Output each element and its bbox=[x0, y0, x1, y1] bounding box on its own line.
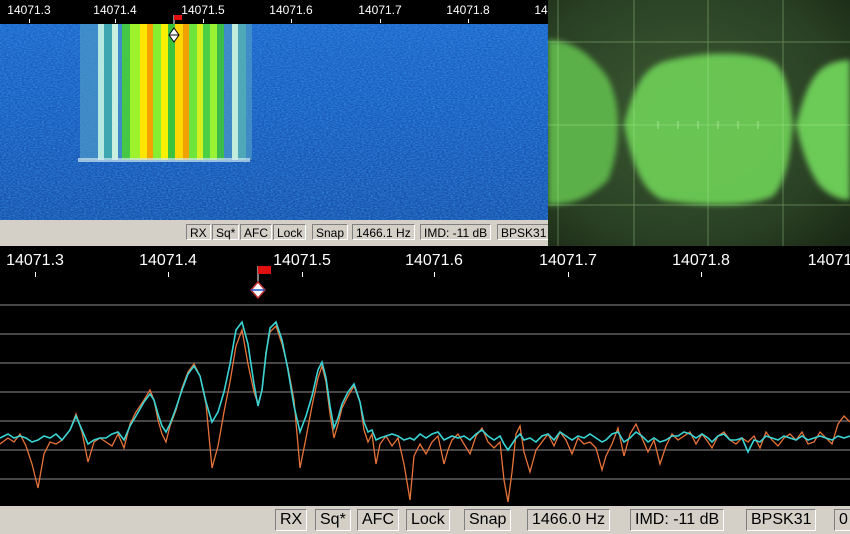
waterfall-ruler-label: 14071.3 bbox=[7, 3, 51, 17]
spectrum-ruler-label: 14071.4 bbox=[139, 252, 197, 269]
overflow-indicator: 0 bbox=[834, 509, 850, 531]
lock-button[interactable]: Lock bbox=[406, 509, 450, 531]
spectrum-marker[interactable] bbox=[0, 246, 850, 304]
imd-readout: IMD: -11 dB bbox=[420, 224, 492, 240]
orange-spectrum-trace bbox=[0, 324, 850, 503]
waterfall-ruler-label: 14 bbox=[534, 3, 548, 17]
spectrum-ruler-label: 14071.7 bbox=[539, 252, 597, 269]
scope-graticule bbox=[548, 0, 850, 246]
diamond-cursor-icon bbox=[250, 280, 266, 300]
spectrum-ruler-label: 14071.6 bbox=[405, 252, 463, 269]
waterfall-display[interactable] bbox=[0, 24, 548, 220]
waterfall-ruler-label: 14071.4 bbox=[93, 3, 137, 17]
ruler-tick bbox=[468, 19, 469, 23]
ruler-tick bbox=[115, 19, 116, 23]
ruler-tick bbox=[434, 272, 435, 277]
ruler-tick bbox=[568, 272, 569, 277]
frequency-readout: 1466.0 Hz bbox=[527, 509, 610, 531]
squelch-button[interactable]: Sq* bbox=[212, 224, 240, 240]
waterfall-ruler-label: 14071.5 bbox=[181, 3, 225, 17]
waterfall-pane: 14071.3 14071.4 14071.5 14071.6 14071.7 … bbox=[0, 0, 551, 246]
red-flag-marker-icon bbox=[173, 15, 182, 24]
spectrum-ruler-label: 14071.3 bbox=[6, 252, 64, 269]
rx-button[interactable]: RX bbox=[186, 224, 211, 240]
ruler-tick bbox=[380, 19, 381, 23]
spectrum-ruler-label: 14071.5 bbox=[273, 252, 331, 269]
mode-selector[interactable]: BPSK31 bbox=[746, 509, 817, 531]
scope-envelope-trace bbox=[548, 40, 850, 205]
ruler-tick bbox=[701, 272, 702, 277]
waterfall-status-bar: RX Sq* AFC Lock Snap 1466.1 Hz IMD: -11 … bbox=[0, 222, 551, 244]
oscilloscope-photo bbox=[548, 0, 850, 246]
ruler-tick bbox=[29, 19, 30, 23]
ruler-tick bbox=[302, 272, 303, 277]
waterfall-ruler-label: 14071.7 bbox=[358, 3, 402, 17]
diamond-cursor-icon bbox=[168, 27, 180, 43]
spectrum-grid bbox=[0, 304, 850, 480]
spectrum-status-bar: RX Sq* AFC Lock Snap 1466.0 Hz IMD: -11 … bbox=[0, 506, 850, 534]
lock-button[interactable]: Lock bbox=[273, 224, 307, 240]
ruler-tick bbox=[203, 19, 204, 23]
waterfall-frequency-ruler[interactable]: 14071.3 14071.4 14071.5 14071.6 14071.7 … bbox=[0, 0, 548, 24]
rx-button[interactable]: RX bbox=[275, 509, 308, 531]
ruler-tick bbox=[168, 272, 169, 277]
waterfall-signal-trace bbox=[78, 24, 252, 162]
waterfall-ruler-label: 14071.8 bbox=[446, 3, 490, 17]
spectrum-plot[interactable] bbox=[0, 304, 850, 506]
afc-button[interactable]: AFC bbox=[357, 509, 399, 531]
spectrum-pane: 14071.3 14071.4 14071.5 14071.6 14071.7 … bbox=[0, 246, 850, 534]
waterfall-ruler-label: 14071.6 bbox=[269, 3, 313, 17]
snap-button[interactable]: Snap bbox=[464, 509, 512, 531]
spectrum-ruler-label: 14071.8 bbox=[672, 252, 730, 269]
imd-readout: IMD: -11 dB bbox=[630, 509, 725, 531]
spectrum-ruler-label: 14071 bbox=[807, 252, 850, 269]
waterfall-marker[interactable] bbox=[0, 0, 548, 24]
mode-selector[interactable]: BPSK31 bbox=[497, 224, 551, 240]
afc-button[interactable]: AFC bbox=[240, 224, 272, 240]
ruler-tick bbox=[35, 272, 36, 277]
squelch-button[interactable]: Sq* bbox=[315, 509, 351, 531]
cyan-spectrum-trace bbox=[0, 320, 850, 454]
frequency-readout: 1466.1 Hz bbox=[352, 224, 415, 240]
spectrum-frequency-ruler[interactable]: 14071.3 14071.4 14071.5 14071.6 14071.7 … bbox=[0, 246, 850, 304]
ruler-tick bbox=[291, 19, 292, 23]
snap-button[interactable]: Snap bbox=[312, 224, 349, 240]
